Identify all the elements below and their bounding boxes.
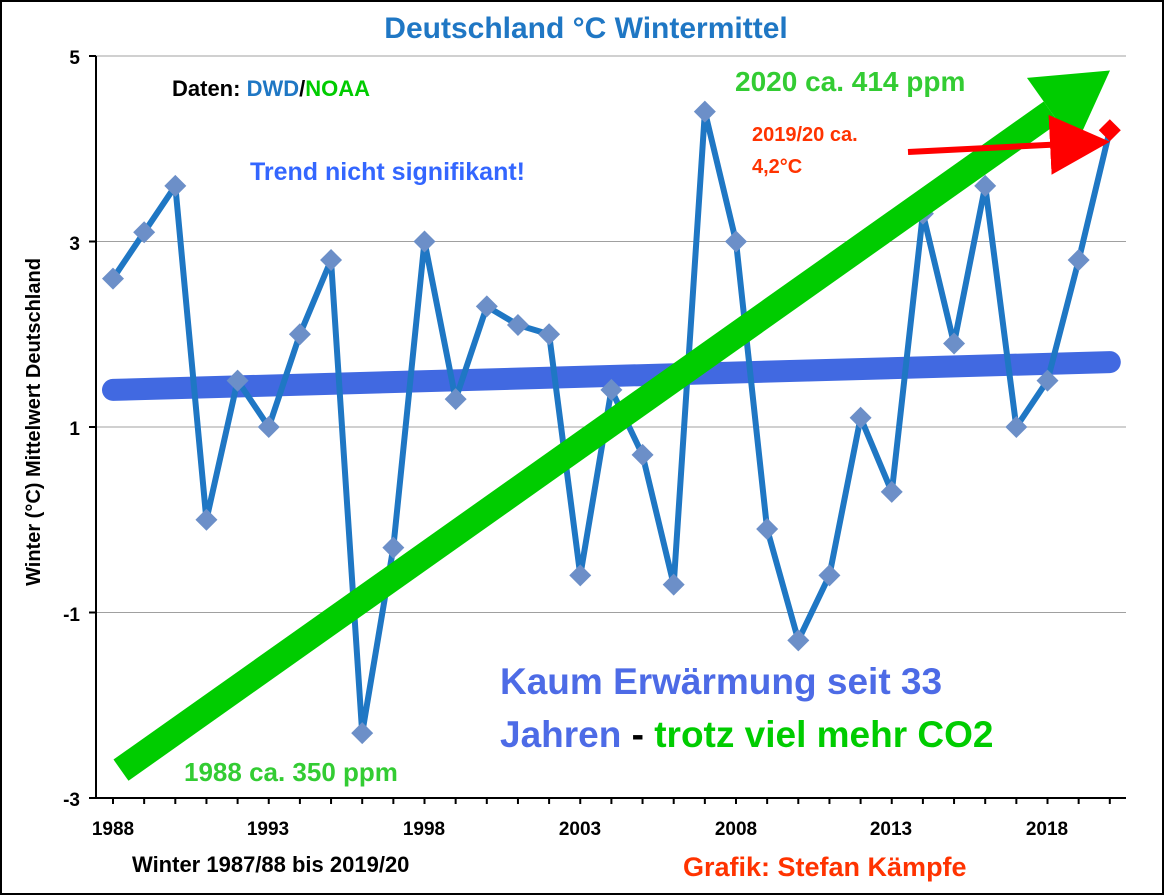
summary-line1: Kaum Erwärmung seit 33 (500, 661, 942, 702)
chart-title: Deutschland °C Wintermittel (384, 12, 787, 45)
co2-arrow-head (1026, 70, 1110, 147)
trend-note: Trend nicht signifikant! (250, 158, 525, 186)
y-tick-label: 5 (69, 48, 80, 69)
co2-2020-label: 2020 ca. 414 ppm (735, 66, 965, 97)
summary-line2: Jahren - trotz viel mehr CO2 (500, 714, 994, 755)
data-point (506, 313, 529, 336)
data-source: Daten: DWD/NOAA (172, 76, 370, 101)
data-point (538, 323, 561, 346)
co2-1988-label: 1988 ca. 350 ppm (184, 757, 398, 787)
data-source-prefix: Daten: (172, 76, 247, 101)
data-point (320, 249, 343, 272)
data-point (1067, 249, 1090, 272)
data-point (725, 230, 747, 253)
x-tick-label: 2003 (559, 819, 601, 840)
x-tick-label: 2013 (870, 819, 912, 840)
latest-value-label-line1: 2019/20 ca. (752, 124, 858, 146)
trend-line (102, 351, 1121, 401)
data-point (133, 221, 156, 244)
y-tick-label: -3 (63, 790, 80, 811)
x-tick-label: 2018 (1026, 819, 1068, 840)
trend-layer (102, 351, 1121, 401)
y-tick-label: 1 (69, 419, 80, 440)
data-point (1005, 416, 1028, 438)
data-point (164, 174, 187, 197)
co2-arrow-layer (113, 70, 1110, 781)
latest-data-point (1098, 119, 1121, 142)
data-point (569, 564, 592, 587)
data-point (1036, 369, 1059, 392)
data-point (974, 174, 997, 197)
x-tick-label: 1988 (92, 819, 134, 840)
summary-line2-a: Jahren (500, 714, 621, 755)
y-tick-label: -1 (63, 605, 80, 626)
data-point (382, 536, 405, 559)
x-tick-label: 2008 (715, 819, 757, 840)
credit: Grafik: Stefan Kämpfe (683, 852, 967, 882)
data-point (226, 369, 249, 392)
latest-value-arrow (907, 114, 1110, 175)
data-point (288, 323, 311, 346)
data-point (849, 406, 872, 429)
data-point (818, 564, 841, 587)
x-tick-label: 1998 (403, 819, 445, 840)
data-point (756, 518, 779, 541)
data-point (662, 573, 685, 596)
y-tick-label: 3 (69, 234, 80, 255)
data-source-separator: / (299, 76, 305, 101)
data-point (943, 332, 966, 355)
data-point (787, 629, 810, 652)
data-point (444, 388, 467, 411)
y-axis-title: Winter (°C) Mittelwert Deutschland (23, 258, 45, 586)
data-point (631, 443, 654, 466)
grid-lines (96, 55, 1126, 613)
data-source-dwd: DWD (247, 76, 300, 101)
data-point (413, 230, 436, 253)
data-source-noaa: NOAA (305, 76, 370, 101)
data-point (475, 295, 498, 318)
co2-arrow-shaft (113, 101, 1059, 781)
x-tick-labels: 1988 1993 1998 2003 2008 2013 2018 (92, 819, 1068, 840)
summary-line2-b: - (621, 714, 654, 755)
latest-value-label-line2: 4,2°C (752, 156, 802, 178)
data-point (102, 267, 124, 290)
y-tick-labels: 5 3 1 -1 -3 (63, 48, 80, 811)
data-point (600, 378, 623, 401)
data-point (880, 480, 903, 503)
axis-ticks (89, 55, 1111, 804)
x-tick-label: 1993 (247, 819, 289, 840)
x-axis-title: Winter 1987/88 bis 2019/20 (132, 852, 409, 877)
data-point (195, 508, 218, 531)
data-point (693, 100, 716, 123)
summary-line2-c: trotz viel mehr CO2 (654, 714, 993, 755)
data-point (257, 416, 280, 438)
data-point (351, 722, 374, 745)
